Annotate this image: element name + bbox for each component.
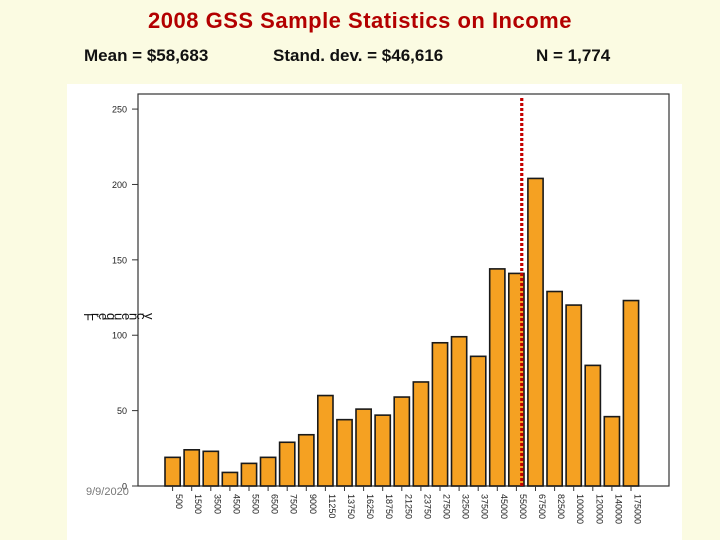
x-tick-label: 100000 — [575, 494, 585, 524]
bar — [469, 355, 487, 487]
x-tick-label: 500 — [174, 494, 184, 509]
x-tick-label: 175000 — [633, 494, 643, 524]
bars-group — [164, 177, 640, 487]
bar — [622, 299, 640, 487]
bar — [584, 364, 602, 487]
chart-title: 2008 GSS Sample Statistics on Income — [148, 8, 572, 33]
std-dev-stat: Stand. dev. = $46,616 — [273, 46, 444, 65]
x-tick-label: 23750 — [422, 494, 432, 519]
y-axis-label-char: F — [81, 313, 96, 321]
y-tick-label: 100 — [112, 331, 127, 341]
footer-date: 9/9/2020 — [86, 486, 129, 498]
x-tick-label: 9000 — [308, 494, 318, 514]
bar — [259, 456, 277, 487]
x-tick-label: 16250 — [365, 494, 375, 519]
n-stat: N = 1,774 — [536, 46, 611, 65]
x-tick-label: 5500 — [251, 494, 261, 514]
x-tick-label: 37500 — [480, 494, 490, 519]
y-tick-label: 250 — [112, 105, 127, 115]
bar — [278, 441, 296, 487]
y-axis-label-char: y — [142, 313, 157, 320]
y-axis: 0 50 100 150 200 250 — [112, 105, 138, 492]
y-tick-label: 50 — [117, 406, 127, 416]
bar — [393, 396, 411, 487]
x-tick-label: 21250 — [403, 494, 413, 519]
y-tick-label: 0 — [122, 482, 127, 492]
y-axis-label-char: c — [134, 313, 149, 320]
bar — [297, 433, 315, 487]
x-tick-label: 67500 — [537, 494, 547, 519]
bar — [527, 177, 544, 487]
y-axis-label-char: u — [111, 313, 126, 320]
y-axis-label-char: n — [127, 313, 142, 320]
x-tick-label: 55000 — [518, 494, 528, 519]
x-tick-label: 120000 — [594, 494, 604, 524]
y-axis-label-char: e — [119, 313, 134, 320]
bar — [355, 408, 372, 487]
x-tick-label: 4500 — [231, 494, 241, 514]
bar — [450, 335, 468, 487]
x-tick-label: 3500 — [212, 494, 222, 514]
bar — [374, 414, 392, 487]
mean-stat: Mean = $58,683 — [84, 46, 209, 65]
bar — [240, 462, 258, 487]
x-tick-label: 18750 — [384, 494, 394, 519]
bar — [488, 268, 506, 487]
x-tick-label: 13750 — [346, 494, 356, 519]
x-tick-label: 27500 — [442, 494, 452, 519]
bar — [221, 471, 239, 487]
y-axis-label-char: r — [89, 313, 104, 318]
bar — [431, 341, 449, 487]
x-tick-label: 11250 — [327, 494, 337, 518]
x-tick-label: 45000 — [499, 494, 509, 519]
y-axis-label-char: e — [96, 313, 111, 320]
y-tick-label: 150 — [112, 255, 127, 265]
x-tick-label: 1500 — [193, 494, 203, 514]
bar — [546, 290, 563, 487]
x-tick-label: 32500 — [461, 494, 471, 519]
x-tick-label: 6500 — [270, 494, 280, 514]
bar — [316, 394, 334, 487]
bar — [202, 450, 220, 487]
y-tick-label: 200 — [112, 180, 127, 190]
bar — [565, 304, 583, 487]
bar — [603, 415, 621, 487]
bar — [164, 456, 181, 487]
bar — [336, 418, 353, 487]
y-axis-label-char: q — [104, 313, 119, 320]
x-tick-label: 140000 — [613, 494, 623, 524]
x-axis: 500 1500 3500 4500 5500 6500 7500 9000 11250 1375… — [172, 486, 643, 524]
bar — [412, 381, 430, 487]
x-tick-label: 82500 — [556, 494, 566, 519]
bar — [183, 449, 201, 487]
x-tick-label: 7500 — [289, 494, 299, 514]
